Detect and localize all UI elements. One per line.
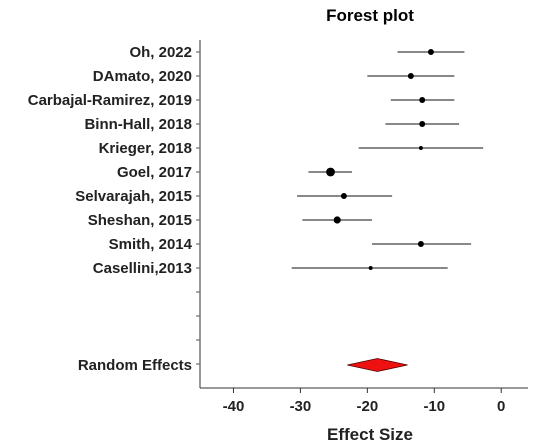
effect-point (418, 146, 423, 150)
effect-point (333, 216, 341, 224)
study-row: Binn-Hall, 2018 (84, 116, 460, 133)
study-label: Smith, 2014 (109, 236, 193, 253)
study-row: Smith, 2014 (109, 236, 472, 253)
study-row: Casellini,2013 (93, 260, 448, 277)
effect-point (326, 167, 335, 177)
study-label: Casellini,2013 (93, 260, 192, 277)
study-label: DAmato, 2020 (93, 68, 192, 85)
effect-point (368, 266, 373, 270)
study-row: DAmato, 2020 (93, 68, 455, 85)
study-label: Goel, 2017 (117, 164, 192, 181)
x-ticks: -40 -30 -20 -10 0 (223, 388, 505, 415)
x-tick-label: -40 (223, 398, 245, 415)
study-row: Sheshan, 2015 (88, 212, 373, 229)
study-row: Goel, 2017 (117, 164, 352, 181)
study-label: Oh, 2022 (129, 44, 192, 61)
effect-point (419, 121, 426, 127)
study-label: Sheshan, 2015 (88, 212, 192, 229)
study-label: Selvarajah, 2015 (75, 188, 192, 205)
summary-diamond (347, 358, 408, 372)
x-tick-label: -10 (423, 398, 445, 415)
x-axis-title: Effect Size (327, 425, 413, 444)
chart-title: Forest plot (326, 6, 414, 25)
study-rows: Oh, 2022 DAmato, 2020 Carbajal-Ramirez, 20… (28, 44, 484, 277)
effect-point (427, 49, 434, 55)
effect-point (417, 241, 424, 247)
x-tick-label: -20 (357, 398, 379, 415)
study-row: Selvarajah, 2015 (75, 188, 393, 205)
study-label: Krieger, 2018 (99, 140, 192, 157)
study-row: Krieger, 2018 (99, 140, 484, 157)
x-tick-label: -30 (290, 398, 312, 415)
study-label: Binn-Hall, 2018 (84, 116, 192, 133)
study-label: Carbajal-Ramirez, 2019 (28, 92, 192, 109)
study-row: Oh, 2022 (129, 44, 465, 61)
y-tick-marks (196, 51, 200, 365)
x-tick-label: 0 (497, 398, 505, 415)
effect-point (340, 193, 347, 199)
effect-point (419, 97, 426, 103)
summary-label: Random Effects (78, 357, 192, 374)
summary-row: Random Effects (78, 357, 408, 374)
study-row: Carbajal-Ramirez, 2019 (28, 92, 455, 109)
effect-point (407, 73, 414, 79)
